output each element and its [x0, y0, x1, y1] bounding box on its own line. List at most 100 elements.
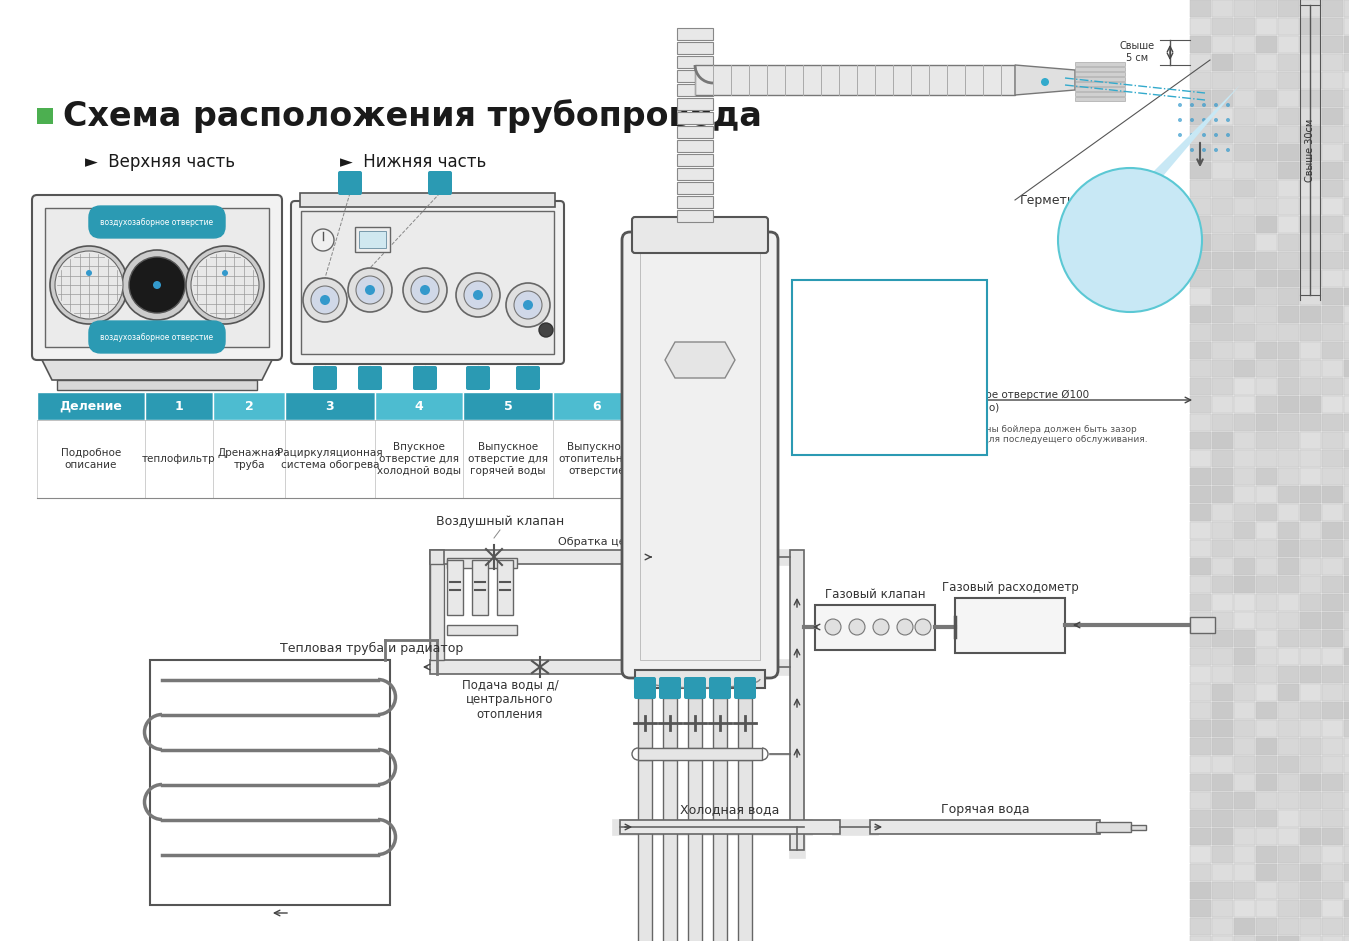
Text: Выпускное
отопительное
отверстие: Выпускное отопительное отверстие [558, 442, 635, 475]
Bar [1190, 54, 1211, 71]
Bar [1344, 180, 1349, 197]
Circle shape [473, 290, 483, 300]
Circle shape [130, 257, 185, 313]
Bar [1211, 684, 1233, 701]
Bar [1256, 630, 1278, 647]
Bar [1211, 360, 1233, 377]
Bar [1211, 216, 1233, 233]
Bar [1211, 702, 1233, 719]
Bar [1256, 756, 1278, 773]
Bar [638, 760, 652, 941]
Bar [1278, 18, 1299, 35]
Text: Подвод
газа: Подвод газа [656, 448, 696, 470]
Polygon shape [1014, 65, 1075, 95]
Text: 7: 7 [742, 683, 749, 693]
Bar [738, 698, 751, 748]
Bar [1190, 450, 1211, 467]
Bar [1322, 144, 1344, 161]
Bar [1300, 216, 1321, 233]
Bar [1211, 540, 1233, 557]
Bar [1344, 198, 1349, 215]
Circle shape [312, 229, 335, 251]
Circle shape [540, 323, 553, 337]
Bar [1344, 882, 1349, 899]
Bar [1256, 54, 1278, 71]
Circle shape [464, 281, 492, 309]
Bar [641, 420, 711, 498]
Circle shape [186, 246, 264, 324]
Text: 5: 5 [421, 373, 429, 383]
Text: 1: 1 [174, 400, 183, 412]
Bar [1278, 936, 1299, 941]
Bar [1300, 36, 1321, 53]
Bar [1190, 162, 1211, 179]
Bar [1256, 252, 1278, 269]
Bar [1300, 450, 1321, 467]
Bar [1278, 846, 1299, 863]
Bar [1322, 540, 1344, 557]
Bar [1256, 36, 1278, 53]
Bar [1278, 792, 1299, 809]
Bar [375, 420, 463, 498]
Bar [1234, 612, 1255, 629]
Bar [1234, 396, 1255, 413]
Bar [1075, 77, 1125, 81]
Polygon shape [665, 342, 735, 378]
Bar [1322, 648, 1344, 665]
Bar [1322, 216, 1344, 233]
Bar [1234, 558, 1255, 575]
Text: Свыше 30см: Свыше 30см [1304, 119, 1315, 182]
Bar [641, 392, 711, 420]
Bar [1256, 450, 1278, 467]
Circle shape [223, 270, 228, 276]
Bar [1256, 882, 1278, 899]
Circle shape [86, 270, 92, 276]
Bar [1190, 72, 1211, 89]
Bar [57, 380, 258, 390]
Bar [1190, 882, 1211, 899]
Bar [1190, 180, 1211, 197]
Text: * С правой стороны бойлера должен быть зазор
минимум 12 мм для последуещего обсл: * С правой стороны бойлера должен быть з… [905, 425, 1148, 444]
Bar [1344, 252, 1349, 269]
Bar [1211, 810, 1233, 827]
Bar [639, 250, 759, 660]
Bar [1190, 108, 1211, 125]
Bar [1234, 270, 1255, 287]
Bar [1322, 612, 1344, 629]
Bar [1234, 774, 1255, 791]
Text: Для предотвращения
попадания дождевой воды в
продукцию через воздушный
шланг, не: Для предотвращения попадания дождевой во… [797, 323, 981, 411]
Bar [1344, 414, 1349, 431]
Bar [1256, 810, 1278, 827]
Bar [1300, 432, 1321, 449]
Text: (рекомендовано): (рекомендовано) [905, 403, 1000, 413]
Bar [463, 420, 553, 498]
Bar [1300, 342, 1321, 359]
Bar [677, 140, 714, 152]
Bar [1256, 18, 1278, 35]
Bar [1190, 918, 1211, 935]
Bar [1211, 630, 1233, 647]
Bar [1190, 617, 1215, 633]
Bar [1211, 594, 1233, 611]
Bar [1322, 558, 1344, 575]
Bar [1322, 198, 1344, 215]
Bar [355, 227, 390, 252]
Bar [1234, 126, 1255, 143]
Bar [1211, 774, 1233, 791]
Text: 5: 5 [692, 683, 699, 693]
Bar [1234, 846, 1255, 863]
Circle shape [348, 268, 393, 312]
FancyBboxPatch shape [32, 195, 282, 360]
Bar [1344, 396, 1349, 413]
Bar [1234, 468, 1255, 485]
Bar [1300, 378, 1321, 395]
Bar [695, 65, 1014, 95]
Bar [447, 625, 517, 635]
Bar [1234, 792, 1255, 809]
FancyBboxPatch shape [517, 366, 540, 390]
Text: Впускное
отверстие для
холодной воды: Впускное отверстие для холодной воды [376, 442, 461, 475]
Bar [1344, 684, 1349, 701]
Circle shape [1178, 148, 1182, 152]
Bar [1234, 288, 1255, 305]
Bar [1075, 62, 1125, 66]
